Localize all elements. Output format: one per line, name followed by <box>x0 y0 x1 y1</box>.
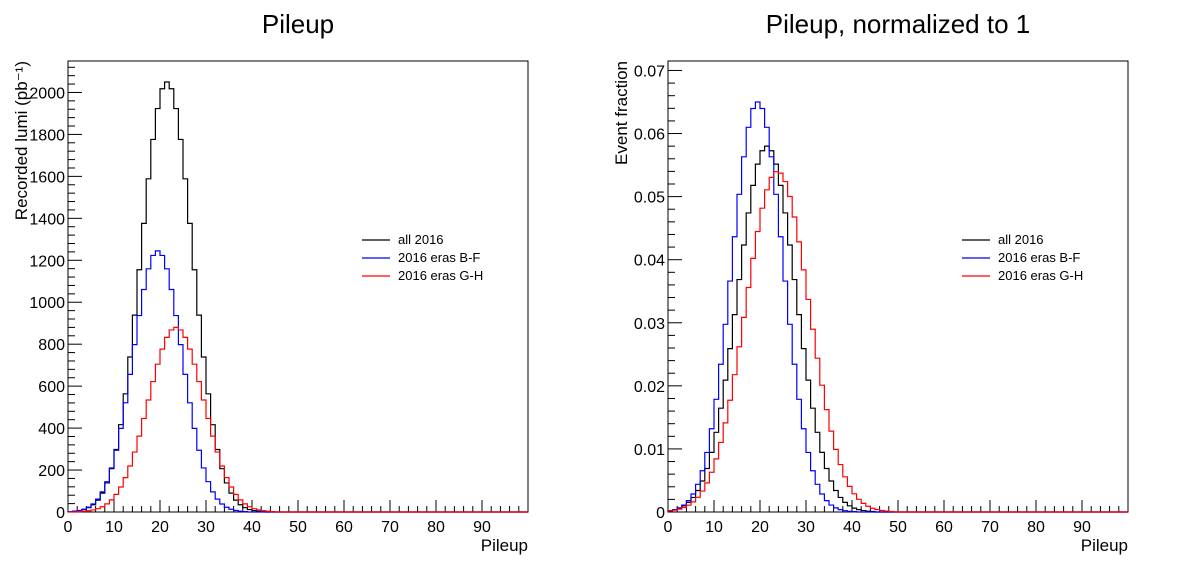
x-tick-label: 50 <box>889 519 907 536</box>
x-tick-label: 40 <box>243 519 261 536</box>
x-tick-label: 80 <box>1027 519 1045 536</box>
x-tick-label: 30 <box>797 519 815 536</box>
x-tick-label: 20 <box>751 519 769 536</box>
x-tick-label: 10 <box>105 519 123 536</box>
legend-label: 2016 eras B-F <box>398 250 480 265</box>
panel-left-title: Pileup <box>262 9 334 39</box>
legend-label: 2016 eras B-F <box>998 250 1080 265</box>
y-tick-label: 1400 <box>29 211 65 228</box>
y-tick-label: 0.02 <box>634 379 665 396</box>
legend-label: all 2016 <box>998 232 1044 247</box>
y-tick-label: 200 <box>38 463 65 480</box>
x-tick-label: 90 <box>1073 519 1091 536</box>
legend-label: 2016 eras G-H <box>398 268 483 283</box>
x-tick-label: 10 <box>705 519 723 536</box>
y-tick-label: 0.07 <box>634 63 665 80</box>
y-tick-label: 400 <box>38 421 65 438</box>
x-tick-label: 70 <box>381 519 399 536</box>
series-line-2 <box>68 326 528 513</box>
legend-label: all 2016 <box>398 232 444 247</box>
y-tick-label: 1200 <box>29 253 65 270</box>
y-tick-label: 600 <box>38 379 65 396</box>
panel-right-plot-area: 0 10 20 30 40 50 60 70 80 90 0 0.01 0.02 0.03 0.04 0.05… <box>634 60 1129 536</box>
y-tick-label: 800 <box>38 337 65 354</box>
y-tick-label: 1600 <box>29 169 65 186</box>
series-line-2 <box>667 171 1128 513</box>
panel-left: Pileup 0 10 20 30 40 50 60 70 80 90 0 200 400 600 800 1… <box>12 9 529 555</box>
y-tick-label: 1800 <box>29 127 65 144</box>
y-tick-label: 0 <box>56 505 65 522</box>
x-tick-label: 60 <box>335 519 353 536</box>
panel-left-ylabel: Recorded lumi (pb⁻¹) <box>12 61 31 220</box>
x-tick-label: 40 <box>843 519 861 536</box>
y-tick-label: 0.03 <box>634 316 665 333</box>
x-tick-label: 30 <box>197 519 215 536</box>
x-tick-label: 0 <box>664 519 673 536</box>
panel-right-ylabel: Event fraction <box>612 61 631 165</box>
y-tick-label: 0.01 <box>634 442 665 459</box>
y-tick-label: 2000 <box>29 85 65 102</box>
legend-label: 2016 eras G-H <box>998 268 1083 283</box>
y-tick-label: 0.05 <box>634 190 665 207</box>
panel-right: Pileup, normalized to 1 0 10 20 30 40 50 60 70 8… <box>612 9 1129 555</box>
panel-left-xlabel: Pileup <box>481 536 528 555</box>
y-tick-label: 0 <box>656 505 665 522</box>
x-tick-label: 70 <box>981 519 999 536</box>
y-tick-label: 0.06 <box>634 127 665 144</box>
x-tick-label: 60 <box>935 519 953 536</box>
y-tick-label: 1000 <box>29 295 65 312</box>
x-tick-label: 20 <box>151 519 169 536</box>
x-tick-label: 90 <box>473 519 491 536</box>
y-tick-label: 0.04 <box>634 253 665 270</box>
panel-right-title: Pileup, normalized to 1 <box>766 9 1030 39</box>
x-tick-label: 0 <box>64 519 73 536</box>
panel-right-xlabel: Pileup <box>1081 536 1128 555</box>
x-tick-label: 50 <box>289 519 307 536</box>
x-tick-label: 80 <box>427 519 445 536</box>
panel-left-plot-area: 0 10 20 30 40 50 60 70 80 90 0 200 400 600 800 1000 1200… <box>29 60 529 536</box>
